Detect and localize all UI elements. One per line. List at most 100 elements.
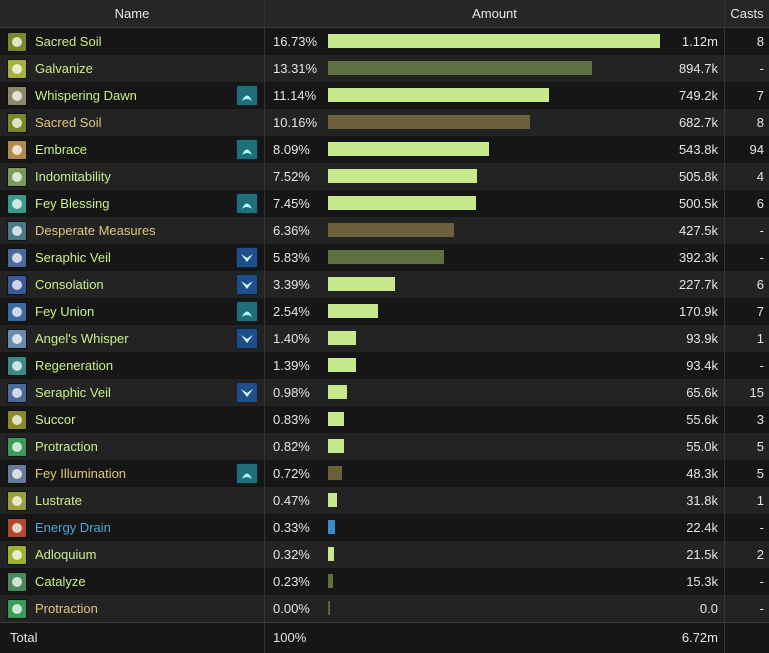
cast-count: 7 xyxy=(756,304,764,319)
ability-name: Angel's Whisper xyxy=(35,331,129,346)
ability-name: Protraction xyxy=(35,439,98,454)
ability-name: Desperate Measures xyxy=(35,223,156,238)
cast-count: 2 xyxy=(756,547,764,562)
seraph-pet-icon xyxy=(236,274,258,295)
seraph-pet-icon xyxy=(236,247,258,268)
column-header-name[interactable]: Name xyxy=(0,0,265,27)
ability-name: Fey Blessing xyxy=(35,196,110,211)
table-row[interactable]: Galvanize 13.31% 894.7k - xyxy=(0,55,769,82)
cast-count: - xyxy=(759,223,764,238)
percent: 0.83% xyxy=(273,412,310,427)
amount-value: 505.8k xyxy=(678,169,718,184)
cast-count: - xyxy=(759,61,764,76)
amount-bar xyxy=(328,250,444,264)
total-value: 6.72m xyxy=(681,630,718,645)
ability-name: Sacred Soil xyxy=(35,34,102,49)
amount-bar xyxy=(328,223,454,237)
seraphic-veil-icon xyxy=(7,248,27,268)
ability-name: Regeneration xyxy=(35,358,114,373)
total-percent: 100% xyxy=(273,630,307,645)
table-row[interactable]: Embrace 8.09% 543.8k 94 xyxy=(0,136,769,163)
ability-name: Seraphic Veil xyxy=(35,385,111,400)
amount-bar xyxy=(328,358,356,372)
table-row[interactable]: Whispering Dawn 11.14% 749.2k 7 xyxy=(0,82,769,109)
cast-count: 6 xyxy=(756,196,764,211)
cast-count: 1 xyxy=(756,493,764,508)
amount-bar xyxy=(328,115,530,129)
total-row: Total 100% 6.72m xyxy=(0,622,769,653)
amount-bar xyxy=(328,61,592,75)
ability-name: Adloquium xyxy=(35,547,97,562)
ability-name: Succor xyxy=(35,412,76,427)
embrace-icon xyxy=(7,140,27,160)
cast-count: 7 xyxy=(756,88,764,103)
table-row[interactable]: Indomitability 7.52% 505.8k 4 xyxy=(0,163,769,190)
amount-bar xyxy=(328,331,356,345)
ability-name: Energy Drain xyxy=(35,520,111,535)
ability-name: Catalyze xyxy=(35,574,86,589)
amount-bar xyxy=(328,169,477,183)
table-row[interactable]: Seraphic Veil 5.83% 392.3k - xyxy=(0,244,769,271)
cast-count: - xyxy=(759,358,764,373)
table-row[interactable]: Protraction 0.00% 0.0 - xyxy=(0,595,769,622)
amount-bar xyxy=(328,466,342,480)
cast-count: 94 xyxy=(749,142,764,157)
percent: 6.36% xyxy=(273,223,310,238)
ability-name: Galvanize xyxy=(35,61,93,76)
percent: 1.39% xyxy=(273,358,310,373)
percent: 13.31% xyxy=(273,61,318,76)
total-label: Total xyxy=(10,630,38,645)
amount-bar xyxy=(328,142,489,156)
sacred-soil-icon xyxy=(7,113,27,133)
table-row[interactable]: Fey Union 2.54% 170.9k 7 xyxy=(0,298,769,325)
table-row[interactable]: Angel's Whisper 1.40% 93.9k 1 xyxy=(0,325,769,352)
succor-icon xyxy=(7,410,27,430)
table-row[interactable]: Sacred Soil 10.16% 682.7k 8 xyxy=(0,109,769,136)
table-header: Name Amount Casts xyxy=(0,0,769,28)
table-row[interactable]: Adloquium 0.32% 21.5k 2 xyxy=(0,541,769,568)
amount-bar xyxy=(328,88,549,102)
percent: 0.32% xyxy=(273,547,310,562)
table-row[interactable]: Catalyze 0.23% 15.3k - xyxy=(0,568,769,595)
cast-count: 15 xyxy=(749,385,764,400)
amount-bar xyxy=(328,34,660,48)
fairy-pet-icon xyxy=(236,301,258,322)
table-row[interactable]: Fey Illumination 0.72% 48.3k 5 xyxy=(0,460,769,487)
percent: 3.39% xyxy=(273,277,310,292)
protraction-icon xyxy=(7,437,27,457)
table-row[interactable]: Energy Drain 0.33% 22.4k - xyxy=(0,514,769,541)
percent: 0.98% xyxy=(273,385,310,400)
table-row[interactable]: Desperate Measures 6.36% 427.5k - xyxy=(0,217,769,244)
table-row[interactable]: Seraphic Veil 0.98% 65.6k 15 xyxy=(0,379,769,406)
percent: 7.52% xyxy=(273,169,310,184)
percent: 0.47% xyxy=(273,493,310,508)
percent: 7.45% xyxy=(273,196,310,211)
amount-bar xyxy=(328,520,335,534)
amount-value: 1.12m xyxy=(681,34,718,49)
desperate-measures-icon xyxy=(7,221,27,241)
table-row[interactable]: Succor 0.83% 55.6k 3 xyxy=(0,406,769,433)
amount-value: 392.3k xyxy=(678,250,718,265)
table-row[interactable]: Sacred Soil 16.73% 1.12m 8 xyxy=(0,28,769,55)
column-header-amount[interactable]: Amount xyxy=(265,0,725,27)
amount-value: 427.5k xyxy=(678,223,718,238)
amount-bar xyxy=(328,196,476,210)
amount-bar xyxy=(328,601,330,615)
table-row[interactable]: Consolation 3.39% 227.7k 6 xyxy=(0,271,769,298)
amount-value: 65.6k xyxy=(686,385,718,400)
catalyze-icon xyxy=(7,572,27,592)
table-row[interactable]: Fey Blessing 7.45% 500.5k 6 xyxy=(0,190,769,217)
column-header-casts[interactable]: Casts xyxy=(730,6,764,21)
table-row[interactable]: Lustrate 0.47% 31.8k 1 xyxy=(0,487,769,514)
seraph-pet-icon xyxy=(236,328,258,349)
sacred-soil-icon xyxy=(7,32,27,52)
fairy-pet-icon xyxy=(236,85,258,106)
cast-count: - xyxy=(759,601,764,616)
angels-whisper-icon xyxy=(7,329,27,349)
table-row[interactable]: Protraction 0.82% 55.0k 5 xyxy=(0,433,769,460)
table-row[interactable]: Regeneration 1.39% 93.4k - xyxy=(0,352,769,379)
percent: 0.82% xyxy=(273,439,310,454)
amount-value: 55.0k xyxy=(686,439,718,454)
cast-count: 1 xyxy=(756,331,764,346)
fairy-pet-icon xyxy=(236,193,258,214)
